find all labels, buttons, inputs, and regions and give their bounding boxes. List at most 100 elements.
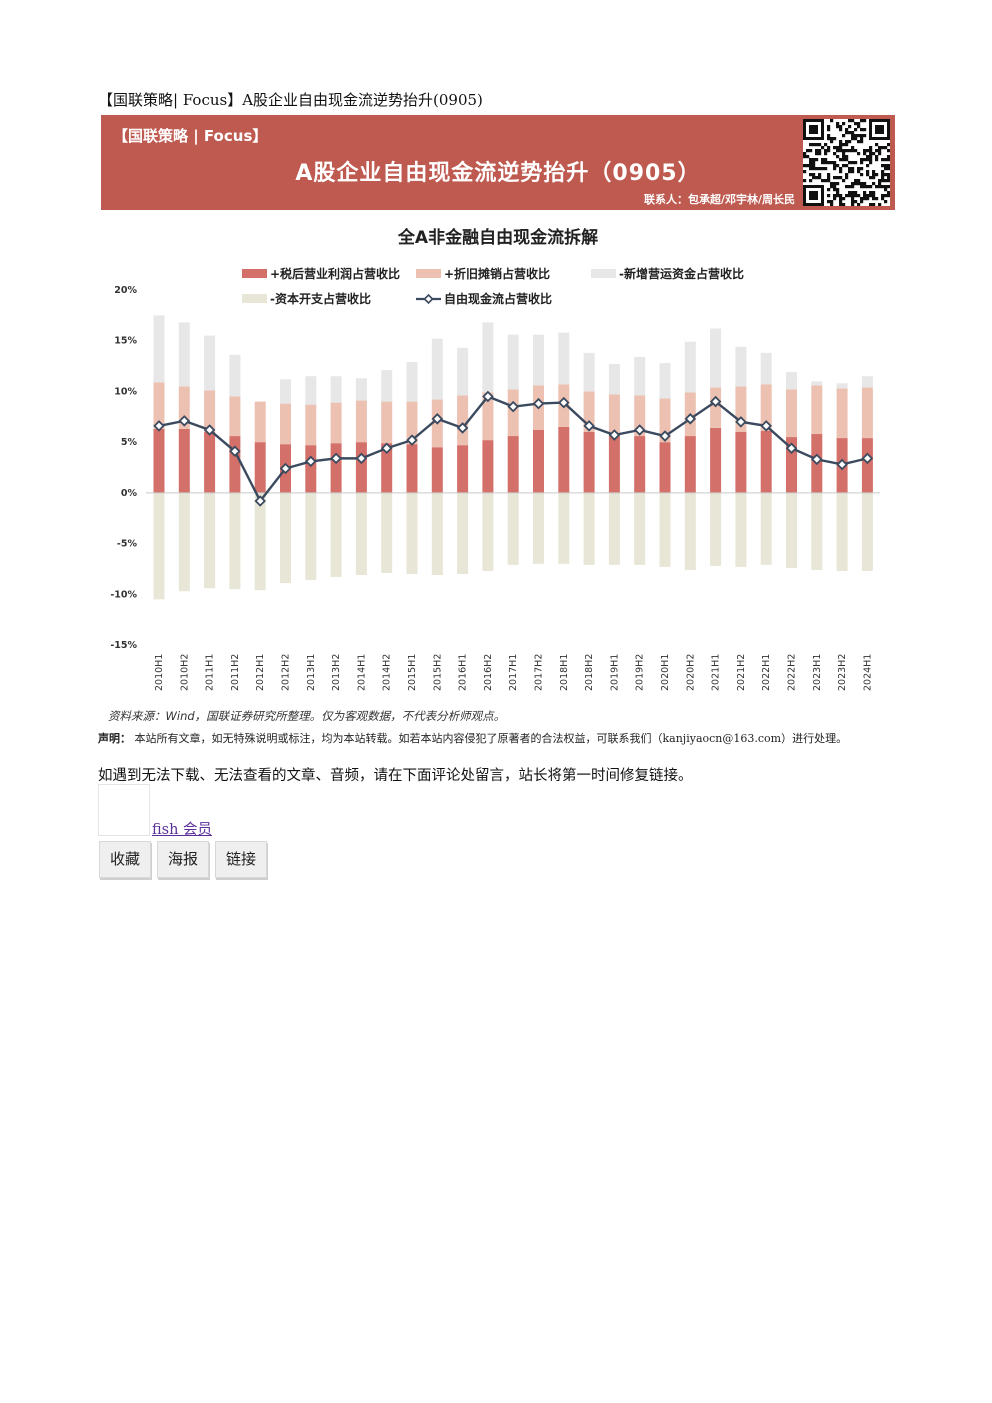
bar-segment bbox=[153, 428, 165, 493]
fcf-marker bbox=[558, 396, 570, 409]
page-title: 【国联策略| Focus】A股企业自由现金流逆势抬升(0905) bbox=[98, 91, 483, 109]
bar-segment bbox=[634, 395, 646, 437]
y-tick-label: 15% bbox=[114, 336, 137, 347]
x-tick-label: 2010H1 bbox=[154, 654, 165, 691]
x-tick-label: 2017H1 bbox=[508, 654, 519, 691]
legend-swatch bbox=[242, 269, 267, 278]
bar-segment bbox=[204, 335, 216, 391]
bar-segment bbox=[280, 403, 291, 445]
bar-segment bbox=[355, 400, 367, 443]
bar-segment bbox=[558, 492, 570, 564]
bar-segment bbox=[634, 436, 646, 493]
legend-label: +税后营业利润占营收比 bbox=[270, 266, 400, 281]
bar-segment bbox=[229, 396, 241, 437]
y-tick-label: 0% bbox=[121, 488, 138, 499]
y-tick-label: -5% bbox=[117, 539, 138, 550]
bar-segment bbox=[330, 402, 342, 444]
article-banner: 【国联策略 | Focus】 A股企业自由现金流逆势抬升（0905） 联系人：包… bbox=[101, 115, 895, 210]
bar-segment bbox=[533, 492, 544, 564]
bar-segment bbox=[330, 443, 342, 493]
bar-segment bbox=[482, 492, 494, 571]
bar-segment bbox=[659, 442, 671, 493]
bar-segment bbox=[533, 429, 544, 493]
favorite-button[interactable]: 收藏 bbox=[99, 841, 151, 878]
disclaimer: 声明： 本站所有文章，如无特殊说明或标注，均为本站转载。如若本站内容侵犯了原著者… bbox=[98, 731, 898, 747]
y-tick-label: 20% bbox=[114, 285, 137, 296]
bar-segment bbox=[381, 492, 393, 573]
x-tick-label: 2023H2 bbox=[837, 654, 848, 691]
x-tick-label: 2018H2 bbox=[584, 654, 595, 691]
banner-contact: 联系人：包承超/邓宇林/周长民 bbox=[643, 193, 795, 206]
bar-segment bbox=[305, 492, 317, 581]
bar-segment bbox=[735, 432, 747, 493]
fcf-marker bbox=[406, 434, 418, 446]
bar-segment bbox=[608, 394, 620, 436]
bar-segment bbox=[457, 395, 469, 446]
fcf-marker bbox=[684, 413, 697, 425]
x-tick-label: 2015H2 bbox=[432, 654, 443, 691]
bar-segment bbox=[305, 404, 317, 446]
x-tick-label: 2017H2 bbox=[534, 654, 545, 691]
bar-segment bbox=[229, 436, 241, 493]
bar-segment bbox=[457, 347, 469, 396]
x-tick-label: 2018H1 bbox=[559, 654, 570, 691]
bar-segment bbox=[254, 442, 266, 493]
bar-segment bbox=[178, 492, 190, 592]
bar-segment bbox=[710, 328, 722, 388]
bar-segment bbox=[355, 492, 367, 576]
fcf-marker bbox=[482, 390, 494, 403]
fcf-marker bbox=[330, 452, 342, 465]
bar-segment bbox=[178, 322, 190, 387]
x-tick-label: 2024H1 bbox=[862, 654, 873, 691]
avatar[interactable] bbox=[98, 784, 150, 836]
bar-segment bbox=[482, 392, 494, 441]
legend-label: +折旧摊销占营收比 bbox=[444, 266, 550, 281]
x-tick-label: 2013H1 bbox=[306, 654, 317, 691]
y-tick-label: 5% bbox=[121, 437, 138, 448]
bar-segment bbox=[406, 492, 418, 574]
bar-segment bbox=[482, 440, 494, 493]
x-tick-label: 2016H2 bbox=[483, 654, 494, 691]
fcf-marker bbox=[583, 420, 595, 432]
banner-tag: 【国联策略 | Focus】 bbox=[113, 127, 268, 145]
fcf-marker bbox=[532, 397, 545, 410]
bar-segment bbox=[355, 442, 367, 493]
bar-segment bbox=[305, 445, 317, 493]
bar-segment bbox=[280, 379, 291, 404]
link-button[interactable]: 链接 bbox=[215, 841, 267, 878]
fcf-marker bbox=[254, 495, 266, 507]
disclaimer-text: 本站所有文章，如无特殊说明或标注，均为本站转载。如若本站内容侵犯了原著者的合法权… bbox=[134, 732, 848, 745]
bar-segment bbox=[710, 427, 722, 493]
x-tick-label: 2014H2 bbox=[382, 654, 393, 691]
bar-segment bbox=[305, 376, 317, 405]
bar-segment bbox=[457, 445, 469, 493]
bar-segment bbox=[507, 436, 519, 493]
fcf-marker bbox=[380, 442, 393, 455]
x-tick-label: 2012H2 bbox=[281, 654, 292, 691]
source-note: 资料来源：Wind，国联证券研究所整理。仅为客观数据，不代表分析师观点。 bbox=[108, 709, 506, 723]
bar-segment bbox=[153, 492, 165, 600]
fcf-marker bbox=[760, 420, 772, 432]
member-link[interactable]: fish 会员 bbox=[152, 822, 213, 838]
bar-segment bbox=[558, 426, 570, 493]
bar-segment bbox=[507, 334, 519, 390]
x-tick-label: 2020H1 bbox=[660, 654, 671, 691]
bar-segment bbox=[811, 381, 823, 386]
y-tick-label: -10% bbox=[110, 589, 137, 600]
fcf-marker bbox=[305, 455, 317, 468]
fcf-marker bbox=[153, 420, 165, 432]
fcf-marker bbox=[456, 422, 469, 434]
bar-segment bbox=[355, 378, 367, 401]
bar-segment bbox=[684, 436, 696, 493]
bar-segment bbox=[786, 437, 797, 493]
bar-segment bbox=[204, 390, 216, 432]
bar-segment bbox=[659, 492, 671, 567]
bar-segment bbox=[381, 370, 393, 402]
notice-text: 如遇到无法下载、无法查看的文章、音频，请在下面评论处留言，站长将第一时间修复链接… bbox=[98, 768, 693, 784]
bar-segment bbox=[684, 341, 696, 393]
bar-segment bbox=[280, 492, 291, 584]
bar-segment bbox=[608, 492, 620, 565]
poster-button[interactable]: 海报 bbox=[157, 841, 209, 878]
bar-segment bbox=[836, 492, 848, 571]
bar-segment bbox=[507, 492, 519, 565]
